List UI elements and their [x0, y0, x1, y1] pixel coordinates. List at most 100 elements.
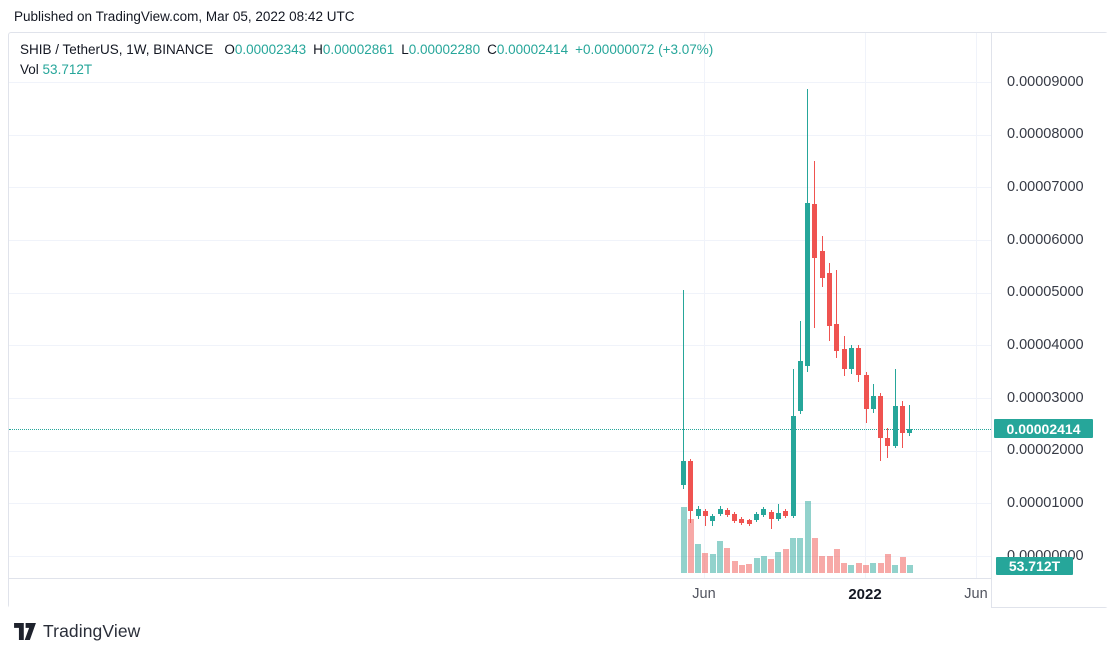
tradingview-logo-icon[interactable] [14, 622, 36, 640]
volume-bar [848, 565, 855, 573]
candle-wick [909, 405, 911, 436]
last-volume-badge: 53.712T [996, 557, 1073, 575]
last-price-value: 0.00002414 [1006, 420, 1081, 437]
candle-body [702, 511, 708, 516]
chart-panel: 0.00009000 0.00008000 0.00007000 0.00006000… [8, 32, 1109, 608]
candle-wick [704, 509, 706, 526]
time-gridline [976, 33, 977, 578]
time-tick-label: Jun [692, 586, 716, 602]
published-text: Published on TradingView.com, Mar 05, 20… [14, 8, 355, 24]
price-tick-label: 0.00006000 [1007, 231, 1084, 248]
price-tick-label: 0.00001000 [1007, 494, 1084, 511]
volume-bar [833, 549, 840, 573]
price-gridline [9, 450, 991, 452]
candle-body [775, 513, 781, 519]
candle-body [827, 273, 832, 326]
volume-bar [753, 558, 760, 573]
price-tick-label: 0.00004000 [1007, 336, 1084, 353]
price-gridline [9, 398, 991, 399]
price-gridline [9, 240, 991, 241]
candle-body [848, 348, 854, 370]
candle-body [783, 511, 789, 516]
candle-body [761, 509, 767, 515]
volume-bar [695, 544, 702, 573]
price-tick-label: 0.00008000 [1007, 126, 1084, 143]
price-gridline [9, 345, 991, 347]
price-gridline [9, 134, 991, 136]
volume-bar [855, 563, 862, 573]
volume-bar [746, 564, 753, 573]
candle-wick [683, 290, 684, 490]
volume-bar [892, 565, 899, 573]
volume-bar [819, 556, 826, 573]
price-gridline [9, 187, 991, 189]
candle-body [856, 348, 862, 376]
candle-body [892, 405, 898, 446]
candlestick-plot[interactable] [9, 33, 991, 578]
last-volume-value: 53.712T [1008, 558, 1061, 574]
volume-bar [768, 559, 775, 573]
volume-bar [790, 538, 796, 573]
volume-bar [782, 549, 789, 573]
volume-bar [870, 563, 877, 573]
candle-body [768, 512, 774, 519]
candle-body [688, 461, 694, 511]
last-price-badge: 0.00002414 [994, 419, 1093, 439]
candle-body [907, 428, 913, 433]
volume-bar [804, 501, 811, 573]
candle-body [724, 510, 730, 515]
volume-bar [687, 519, 694, 573]
candle-body [746, 520, 752, 524]
candle-body [732, 514, 738, 521]
time-gridline [704, 33, 705, 578]
price-scale[interactable]: 0.00009000 0.00008000 0.00007000 0.00006000… [991, 33, 1109, 607]
volume-bar [826, 556, 833, 573]
time-tick-label: 2022 [848, 586, 882, 603]
candle-body [790, 415, 796, 516]
volume-bar [731, 561, 738, 573]
volume-bar [906, 565, 913, 573]
volume-bar [760, 556, 767, 573]
price-tick-label: 0.00005000 [1007, 284, 1084, 301]
time-scale[interactable]: Jun 2022 Jun [9, 578, 991, 608]
volume-bar [709, 554, 716, 573]
candle-body [681, 461, 686, 485]
volume-bar [717, 541, 723, 573]
candle-body [797, 361, 803, 412]
candle-body [754, 514, 759, 520]
candle-body [710, 516, 716, 521]
volume-bar [899, 557, 906, 573]
volume-bar [738, 565, 745, 573]
price-gridline [9, 82, 991, 83]
volume-bar [775, 552, 782, 573]
candle-body [812, 203, 818, 258]
last-price-line [9, 428, 991, 430]
published-bar: Published on TradingView.com, Mar 05, 20… [0, 0, 1116, 32]
volume-bar [877, 563, 884, 573]
price-tick-label: 0.00009000 [1007, 73, 1084, 90]
candle-body [841, 349, 847, 369]
candle-wick [777, 504, 779, 521]
candle-body [819, 251, 825, 278]
volume-bar [841, 563, 848, 573]
candle-body [885, 438, 891, 446]
candle-body [870, 395, 876, 410]
volume-bar [724, 548, 731, 573]
candle-body [739, 519, 745, 523]
price-gridline [9, 292, 991, 294]
candle-body [863, 375, 869, 410]
volume-bar [680, 507, 687, 573]
candle-body [717, 509, 723, 514]
volume-bar [811, 538, 818, 573]
candle-wick [770, 510, 772, 529]
volume-bar [797, 538, 804, 573]
tradingview-brand-text[interactable]: TradingView [43, 620, 141, 641]
candle-body [900, 405, 905, 433]
candle-wick [836, 270, 838, 358]
price-gridline [9, 503, 991, 505]
price-tick-label: 0.00003000 [1007, 389, 1084, 406]
time-gridline [865, 33, 866, 578]
volume-bar [702, 553, 709, 573]
candle-body [834, 323, 840, 352]
price-gridline [9, 556, 991, 557]
